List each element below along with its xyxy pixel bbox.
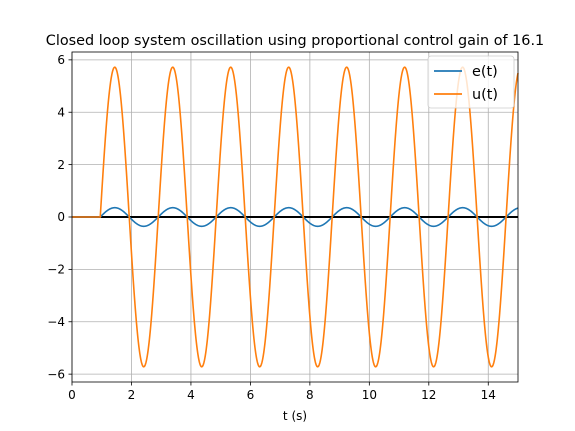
x-tick-label: 8 <box>306 388 314 402</box>
x-tick-label: 0 <box>68 388 76 402</box>
y-tick-label: −4 <box>47 315 65 329</box>
x-tick-label: 4 <box>187 388 195 402</box>
y-tick-label: 2 <box>57 158 65 172</box>
y-tick-label: 6 <box>57 53 65 67</box>
y-axis-ticks: −6 −4 −2 0 2 4 6 <box>47 53 72 381</box>
legend-box <box>427 55 515 109</box>
series-line-e <box>72 206 519 228</box>
legend: e(t) u(t) <box>427 55 515 109</box>
legend-label: e(t) <box>472 64 498 80</box>
x-tick-label: 2 <box>128 388 136 402</box>
y-tick-label: −6 <box>47 367 65 381</box>
x-axis-ticks: 0 2 4 6 8 10 12 14 <box>68 382 496 402</box>
legend-label: u(t) <box>472 87 498 103</box>
y-tick-label: 4 <box>57 105 65 119</box>
x-tick-label: 6 <box>247 388 255 402</box>
series-line-u <box>72 66 519 368</box>
x-tick-label: 14 <box>481 388 496 402</box>
y-tick-label: 0 <box>57 210 65 224</box>
x-tick-label: 10 <box>362 388 377 402</box>
x-tick-label: 12 <box>421 388 436 402</box>
series-lines <box>72 66 519 368</box>
x-axis-label: t (s) <box>283 409 307 423</box>
y-tick-label: −2 <box>47 263 65 277</box>
chart-title: Closed loop system oscillation using pro… <box>46 33 544 49</box>
